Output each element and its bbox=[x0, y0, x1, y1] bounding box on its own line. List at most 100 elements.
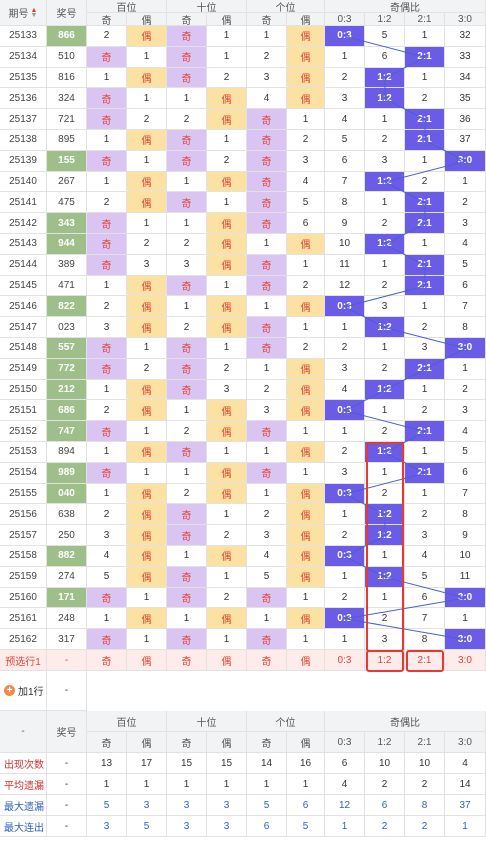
period-cell: 25154 bbox=[0, 462, 47, 484]
summary-value: 3 bbox=[167, 816, 207, 837]
period-cell: 25137 bbox=[0, 109, 47, 130]
winning-number: 989 bbox=[47, 462, 87, 484]
even-miss: 1 bbox=[207, 46, 247, 68]
predict-option[interactable]: 3:0 bbox=[445, 650, 486, 671]
summary-label: 最大遗漏 bbox=[0, 795, 47, 816]
ratio-miss-cell: 1 bbox=[325, 46, 365, 68]
predict-option[interactable]: 奇 bbox=[167, 650, 207, 671]
odd-miss: 1 bbox=[87, 379, 127, 401]
ratio-miss-cell: 1 bbox=[365, 587, 405, 609]
even-mark: 偶 bbox=[287, 483, 325, 505]
odd-miss: 1 bbox=[247, 483, 287, 505]
summary-value: 1 bbox=[207, 774, 247, 795]
summary-value: 4 bbox=[325, 774, 365, 795]
ratio-miss-cell: 6 bbox=[325, 150, 365, 172]
winning-number: 023 bbox=[47, 317, 87, 338]
winning-number: 475 bbox=[47, 192, 87, 214]
even-miss: 1 bbox=[127, 338, 167, 359]
even-miss: 2 bbox=[207, 358, 247, 380]
ratio-miss-cell: 3 bbox=[445, 213, 486, 234]
ratio-miss-cell: 3 bbox=[445, 400, 486, 422]
even-mark: 偶 bbox=[207, 171, 247, 193]
ratio-miss-cell: 2 bbox=[325, 67, 365, 89]
even-mark: 偶 bbox=[127, 400, 167, 422]
predict-option[interactable]: 偶 bbox=[207, 650, 247, 671]
period-cell: 25160 bbox=[0, 587, 47, 609]
even-mark: 偶 bbox=[287, 566, 325, 588]
odd-miss: 1 bbox=[167, 88, 207, 110]
sort-icon[interactable]: ▲ ▼ bbox=[30, 6, 38, 19]
even-miss: 2 bbox=[287, 275, 325, 297]
winning-number: 510 bbox=[47, 46, 87, 68]
even-miss: 2 bbox=[207, 587, 247, 609]
ratio-miss-cell: 1 bbox=[365, 109, 405, 130]
odd-mark: 奇 bbox=[167, 587, 207, 609]
ratio-miss-cell: 2 bbox=[325, 587, 365, 609]
bottom-sub-2: 奇 bbox=[87, 732, 127, 753]
odd-mark: 奇 bbox=[167, 379, 207, 401]
bottom-sub-3: 偶 bbox=[127, 732, 167, 753]
ratio-hit-cell: 2:1 bbox=[405, 46, 445, 68]
period-cell: 25143 bbox=[0, 234, 47, 255]
ratio-hit-cell: 1:2 bbox=[365, 88, 405, 110]
ratio-miss-cell: 2 bbox=[365, 213, 405, 234]
even-mark: 偶 bbox=[207, 234, 247, 255]
predict-option[interactable]: 奇 bbox=[247, 650, 287, 671]
even-miss: 2 bbox=[207, 150, 247, 172]
even-mark: 偶 bbox=[127, 26, 167, 47]
ratio-hit-cell: 3:0 bbox=[445, 587, 486, 609]
even-mark: 偶 bbox=[207, 462, 247, 484]
even-mark: 偶 bbox=[287, 546, 325, 567]
ratio-miss-cell: 1 bbox=[325, 421, 365, 442]
predict-option[interactable]: 2:1 bbox=[405, 650, 445, 671]
predict-option[interactable]: 偶 bbox=[127, 650, 167, 671]
ratio-hit-cell: 2:1 bbox=[405, 358, 445, 380]
odd-mark: 奇 bbox=[247, 130, 287, 151]
top-period[interactable]: 期号 ▲ ▼ bbox=[0, 0, 47, 26]
summary-value: 6 bbox=[325, 753, 365, 774]
even-miss: 1 bbox=[287, 109, 325, 130]
odd-mark: 奇 bbox=[87, 587, 127, 609]
odd-miss: 2 bbox=[87, 26, 127, 47]
period-cell: 25142 bbox=[0, 213, 47, 234]
winning-number: 822 bbox=[47, 296, 87, 318]
summary-value: 1 bbox=[247, 774, 287, 795]
predict-option[interactable]: 奇 bbox=[87, 650, 127, 671]
ratio-miss-cell: 2 bbox=[365, 358, 405, 380]
ratio-miss-cell: 5 bbox=[325, 130, 365, 151]
ratio-miss-cell: 1 bbox=[445, 171, 486, 193]
ratio-miss-cell: 2 bbox=[405, 88, 445, 110]
ratio-miss-cell: 4 bbox=[325, 379, 365, 401]
even-mark: 偶 bbox=[207, 546, 247, 567]
add-row-button[interactable]: + 加1行 bbox=[0, 671, 47, 711]
period-cell: 25144 bbox=[0, 254, 47, 276]
odd-miss: 4 bbox=[247, 546, 287, 567]
summary-value: 6 bbox=[365, 795, 405, 816]
top-ratio-1: 1:2 bbox=[365, 13, 405, 26]
ratio-miss-cell: 36 bbox=[445, 109, 486, 130]
ratio-miss-cell: 8 bbox=[405, 629, 445, 650]
odd-miss: 1 bbox=[167, 462, 207, 484]
predict-option[interactable]: 1:2 bbox=[365, 650, 405, 671]
odd-miss: 3 bbox=[247, 400, 287, 422]
even-mark: 偶 bbox=[127, 566, 167, 588]
odd-miss: 2 bbox=[87, 192, 127, 214]
winning-number: 389 bbox=[47, 254, 87, 276]
predict-option[interactable]: 偶 bbox=[287, 650, 325, 671]
even-miss: 2 bbox=[287, 338, 325, 359]
winning-number: 248 bbox=[47, 608, 87, 630]
odd-mark: 奇 bbox=[87, 109, 127, 130]
ratio-hit-cell: 3:0 bbox=[445, 150, 486, 172]
ratio-miss-cell: 8 bbox=[445, 317, 486, 338]
period-cell: 25156 bbox=[0, 504, 47, 526]
ratio-miss-cell: 34 bbox=[445, 67, 486, 89]
odd-mark: 奇 bbox=[167, 130, 207, 151]
ratio-miss-cell: 5 bbox=[365, 26, 405, 47]
period-cell: 25146 bbox=[0, 296, 47, 318]
even-miss: 1 bbox=[127, 462, 167, 484]
summary-value: 5 bbox=[127, 816, 167, 837]
predict-option[interactable]: 0:3 bbox=[325, 650, 365, 671]
even-miss: 3 bbox=[287, 150, 325, 172]
summary-value: 15 bbox=[167, 753, 207, 774]
